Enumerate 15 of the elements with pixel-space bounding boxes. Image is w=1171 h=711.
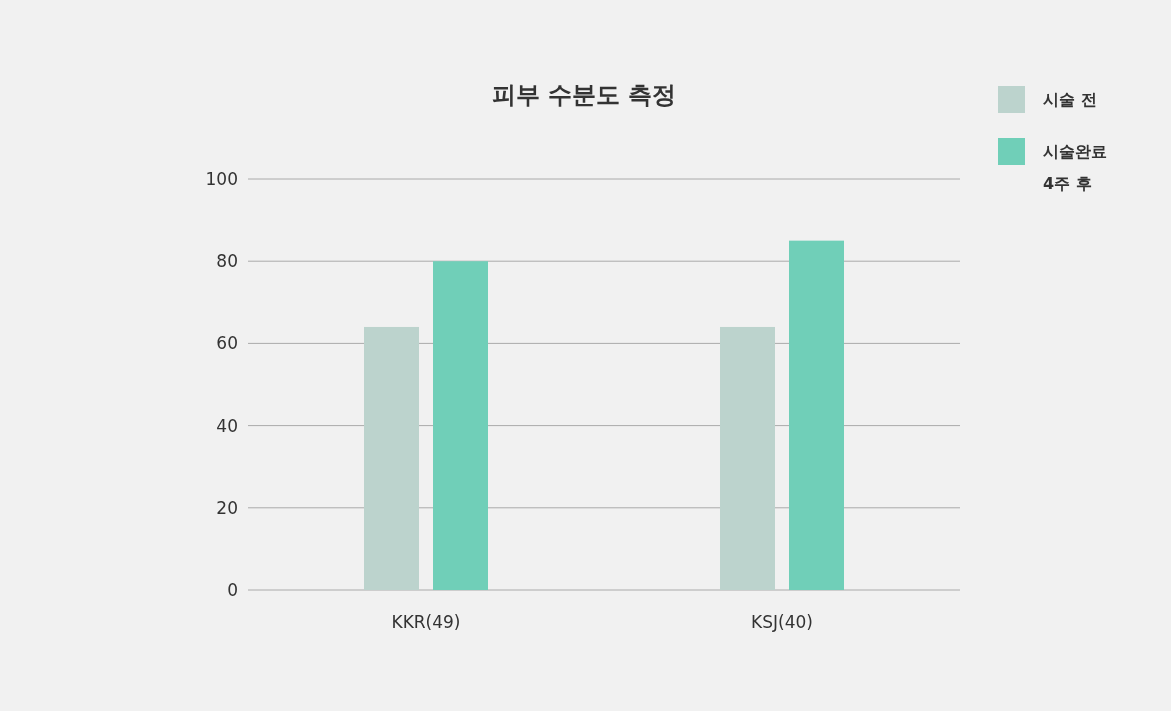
bar (433, 261, 488, 590)
bar (789, 240, 844, 590)
legend-label: 시술완료 4주 후 (1043, 141, 1108, 195)
chart-title: 피부 수분도 측정 (491, 81, 677, 109)
x-tick-label: KSJ(40) (751, 612, 813, 632)
y-tick-label: 100 (205, 169, 238, 189)
bar (364, 326, 419, 590)
bar (720, 326, 775, 590)
y-tick-label: 20 (216, 497, 238, 518)
y-tick-label: 80 (216, 251, 238, 272)
legend-label: 시술 전 (1043, 89, 1098, 111)
y-tick-label: 40 (216, 415, 238, 436)
x-tick-label: KKR(49) (391, 612, 461, 632)
y-tick-label: 60 (216, 333, 238, 354)
y-tick-label: 0 (227, 580, 238, 600)
